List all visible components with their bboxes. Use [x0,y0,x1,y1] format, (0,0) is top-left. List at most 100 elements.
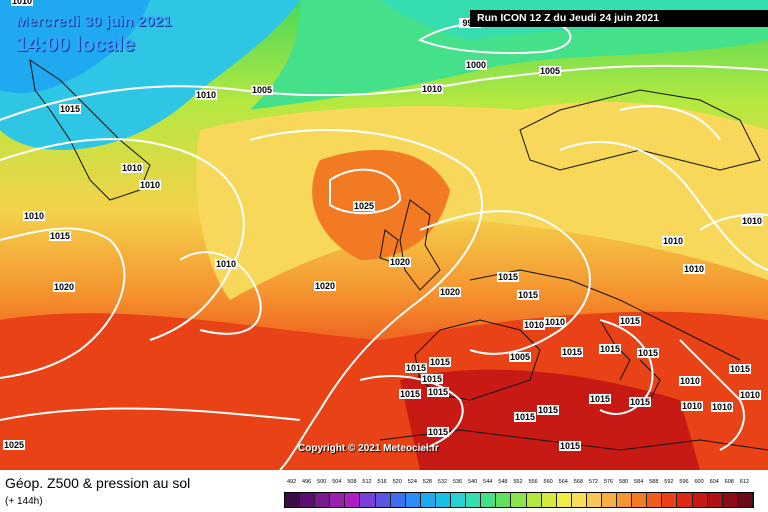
isobar-label: 1015 [630,397,650,407]
isobar-label: 1010 [712,402,732,412]
legend-swatch [692,493,708,507]
isobar-label-bg [251,85,273,95]
legend-value: 496 [302,479,312,485]
legend-swatch [496,493,512,507]
isobar-label: 1015 [538,405,558,415]
isobar-label-bg [353,201,375,211]
legend-swatch [677,493,693,507]
legend-value: 532 [437,479,448,485]
legend-swatch [662,493,678,507]
legend-value: 500 [317,479,327,485]
map-footer: Géop. Z500 & pression au sol (+ 144h) 49… [0,470,768,512]
isobar-label: 1020 [54,282,74,292]
isobar-label-bg [729,364,751,374]
isobars [0,19,768,470]
isobar-label-bg [683,264,705,274]
isobar-label-bg [619,316,641,326]
legend-value: 540 [468,479,478,485]
isobar-label: 1010 [122,163,142,173]
legend-swatch [707,493,723,507]
isobar-label-bg [389,257,411,267]
isobar-label: 1025 [4,440,24,450]
legend-value: 520 [392,479,402,485]
isobar-label-bg [53,282,75,292]
isobar-label-bg [23,211,45,221]
heat-dome [400,369,700,470]
isobar-label: 1015 [60,104,80,114]
weather-map: 1010995100010051010100510101015101010101… [0,0,768,470]
isobar-label: 1020 [315,281,335,291]
isobar-label-bg [509,352,531,362]
isobar-label-bg [681,401,703,411]
ridge-core [312,150,450,260]
legend-swatch [722,493,738,507]
isobar-label: 1010 [742,216,762,226]
isobar-label-bg [537,405,559,415]
isobar-label: 1015 [590,394,610,404]
isobar-labels: 1010995100010051010100510101015101010101… [3,0,763,451]
legend-value: 492 [286,479,297,485]
legend-swatch [315,493,331,507]
isobar-label: 1010 [680,376,700,386]
legend-value: 576 [603,479,614,485]
isobar-label-bg [517,290,539,300]
legend-value: 552 [513,479,523,485]
isobar-label-bg [421,374,443,384]
isobar-label-bg [59,104,81,114]
legend-value: 524 [407,479,417,485]
legend-value: 592 [664,479,674,485]
green-band [250,0,768,110]
legend-swatch [330,493,346,507]
legend-swatch [526,493,542,507]
trough-core [0,0,150,93]
legend-swatch [586,493,602,507]
isobar-label: 1010 [740,390,760,400]
legend-value: 572 [588,479,599,485]
isobar-label: 1015 [428,387,448,397]
legend-swatch [405,493,421,507]
legend-swatch [541,493,557,507]
isobar-label: 1010 [140,180,160,190]
isobar-label-bg [3,440,25,450]
legend-swatch [617,493,633,507]
run-info-banner: Run ICON 12 Z du Jeudi 24 juin 2021 [470,10,768,27]
legend-swatch [435,493,452,507]
isobar-label: 1020 [440,287,460,297]
legend-swatch [737,493,753,507]
legend-swatch [300,493,316,507]
isobar-label-bg [427,387,449,397]
isobar-label: 1005 [540,66,560,76]
isobar-label: 1015 [498,272,518,282]
isobar-label: 1015 [515,412,535,422]
isobar-label-bg [429,357,451,367]
isobar-label: 1015 [638,348,658,358]
legend-swatch [420,493,436,507]
legend-swatch [451,493,467,507]
time-title: 14:00 locale [16,33,136,56]
isobar-label: 1010 [216,259,236,269]
date-title: Mercredi 30 juin 2021 [16,13,172,30]
legend-value: 516 [377,479,387,485]
legend-value: 608 [724,479,734,485]
isobar-label-bg [215,259,237,269]
legend-value: 604 [709,479,719,485]
isobar-label: 1015 [518,290,538,300]
isobar-label-bg [523,320,545,330]
isobar-label-bg [497,272,519,282]
isobar-label-bg [589,394,611,404]
legend-labels: 492 496 500 504 508 512 516 520 524 528 532 536 540 5… [284,479,752,489]
isobar-label-bg [637,348,659,358]
isobar-label-bg [711,402,733,412]
isobar-label: 1015 [428,427,448,437]
isobar-label: 1010 [684,264,704,274]
isobar-label-bg [679,376,701,386]
legend-value: 568 [573,479,583,485]
legend-value: 548 [498,479,508,485]
legend-value: 596 [679,479,689,485]
legend-value: 600 [694,479,704,485]
map-subtitle: (+ 144h) [5,496,43,507]
isobar-label-bg [11,0,33,6]
isobar-label: 1015 [422,374,442,384]
isobar-label-bg [544,317,566,327]
isobar-label: 1020 [390,257,410,267]
